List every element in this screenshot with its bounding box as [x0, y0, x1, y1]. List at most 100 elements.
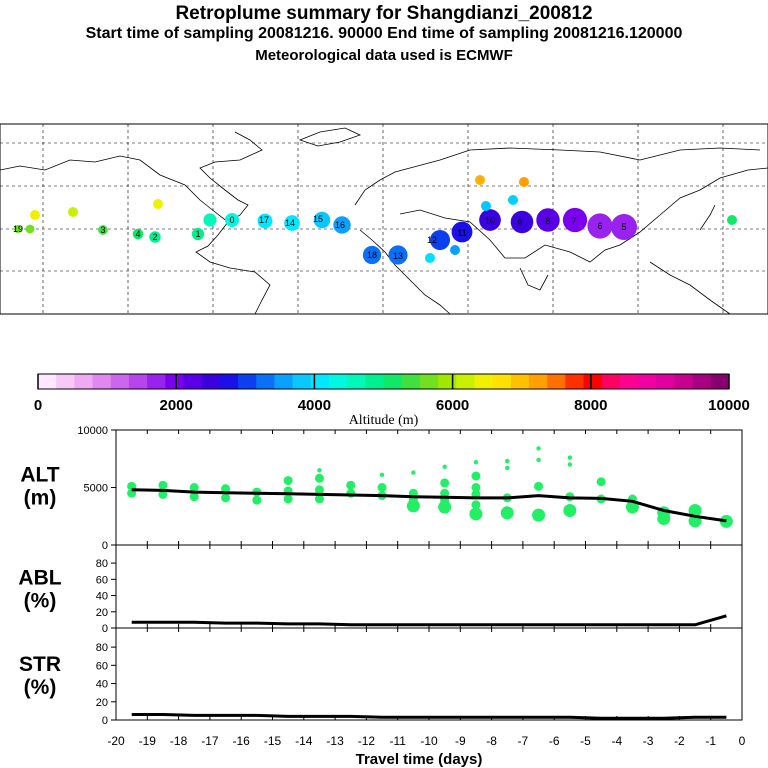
- colorbar-swatch: [438, 374, 457, 389]
- map-day-label: 14: [285, 218, 295, 228]
- x-tick-label: -5: [580, 734, 591, 748]
- map-plume-marker: [562, 207, 588, 233]
- alt-scatter-point: [567, 462, 573, 467]
- alt-scatter-point: [596, 477, 606, 487]
- colorbar-swatch: [219, 374, 239, 389]
- alt-scatter-point: [469, 507, 483, 521]
- alt-scatter-point: [505, 458, 510, 464]
- x-tick-label: -14: [295, 734, 313, 748]
- alt-scatter-point: [440, 488, 450, 498]
- map-day-label: 0: [229, 215, 234, 225]
- alt-scatter-point: [442, 464, 447, 469]
- map-day-label: 13: [393, 251, 403, 261]
- colorbar-swatch: [310, 374, 330, 389]
- series-line-alt: [131, 488, 727, 523]
- colorbar-swatch: [365, 374, 384, 389]
- map-plume-marker: [536, 208, 560, 232]
- map-day-label: 11: [457, 228, 466, 238]
- colorbar-tick-label: 4000: [298, 397, 331, 414]
- colorbar-swatch: [201, 374, 221, 389]
- colorbar-swatch: [274, 374, 294, 389]
- map-plume-marker: [153, 199, 163, 209]
- map-plume-marker: [425, 253, 435, 263]
- x-tick-label: -2: [674, 734, 685, 748]
- panel-label-abl: ABL: [18, 567, 61, 590]
- panel-label-alt: ALT: [20, 464, 59, 487]
- alt-scatter-point: [473, 460, 479, 465]
- colorbar-swatch: [419, 374, 439, 389]
- colorbar-swatch: [456, 374, 475, 389]
- map-day-label: 12: [427, 235, 437, 245]
- alt-scatter-point: [283, 494, 293, 504]
- alt-scatter-point: [567, 455, 573, 460]
- map-plume-marker: [132, 228, 144, 240]
- alt-scatter-point: [688, 504, 702, 517]
- map-plume-marker: [313, 211, 331, 229]
- map-plume-marker: [225, 213, 239, 227]
- colorbar-swatch: [692, 374, 712, 389]
- sampling-time-line: Start time of sampling 20081216. 90000 E…: [85, 25, 683, 42]
- panel-unit-alt: (m): [24, 487, 57, 510]
- map-day-label: 3: [100, 225, 105, 235]
- colorbar-swatch: [565, 374, 585, 389]
- alt-scatter-point: [536, 446, 541, 451]
- colorbar-swatch: [528, 374, 548, 389]
- x-tick-label: -7: [518, 734, 529, 748]
- altitude-colorbar: 0 2000 4000 6000 8000 10000 Altitude (m): [34, 373, 750, 428]
- colorbar-swatch: [183, 374, 203, 389]
- alt-scatter-point: [314, 473, 324, 483]
- x-tick-label: -15: [264, 734, 282, 748]
- map-plume-marker: [68, 207, 78, 217]
- x-tick-label: -19: [139, 734, 157, 748]
- colorbar-swatch: [619, 374, 639, 389]
- colorbar-swatch: [128, 374, 148, 389]
- colorbar-swatch: [601, 374, 621, 389]
- x-tick-label: -20: [107, 734, 125, 748]
- map-day-label: 8: [545, 216, 550, 226]
- x-tick-label: -8: [486, 734, 497, 748]
- map-day-label: 18: [367, 250, 377, 260]
- colorbar-tick-label: 8000: [574, 397, 607, 414]
- colorbar-swatch: [583, 374, 603, 389]
- alt-scatter-point: [221, 493, 231, 503]
- alt-scatter-point: [719, 514, 733, 528]
- map-day-label: 6: [597, 221, 602, 231]
- alt-scatter-point: [471, 471, 481, 481]
- map-plume-marker: [191, 227, 205, 241]
- colorbar-swatch: [56, 374, 75, 389]
- map-day-label: 9: [517, 218, 522, 228]
- panel-frame-alt: [115, 429, 743, 546]
- colorbar-swatch: [547, 374, 566, 389]
- y-tick-label: 20: [96, 607, 108, 619]
- alt-scatter-point: [563, 504, 577, 517]
- map-day-label: 17: [259, 215, 269, 225]
- map-plume-marker: [284, 215, 300, 231]
- x-tick-label: -6: [549, 734, 560, 748]
- map-day-label: 15: [313, 214, 323, 224]
- map-day-label: 4: [135, 229, 140, 239]
- colorbar-tick-label: 6000: [436, 397, 469, 414]
- colorbar-swatch: [383, 374, 403, 389]
- alt-scatter-point: [221, 484, 231, 494]
- colorbar-swatch: [38, 374, 57, 389]
- alt-scatter-point: [471, 483, 481, 492]
- map-plume-marker: [362, 245, 382, 265]
- colorbar-swatch: [110, 374, 130, 389]
- x-tick-label: 0: [739, 734, 746, 748]
- panel-unit-str: (%): [24, 676, 57, 699]
- colorbar-tick-label: 2000: [160, 397, 193, 414]
- colorbar-swatch: [347, 374, 366, 389]
- y-tick-label: 20: [96, 697, 108, 709]
- alt-scatter-point: [314, 494, 324, 504]
- colorbar-tick-label: 0: [34, 397, 42, 414]
- x-tick-label: -18: [170, 734, 188, 748]
- map-day-label: 19: [13, 224, 23, 234]
- alt-scatter-point: [314, 485, 324, 495]
- alt-scatter-point: [379, 472, 385, 478]
- colorbar-swatch: [92, 374, 112, 389]
- panel-label-str: STR: [19, 653, 61, 676]
- map-plume-marker: [149, 231, 161, 243]
- panel-frame-abl: [115, 544, 743, 629]
